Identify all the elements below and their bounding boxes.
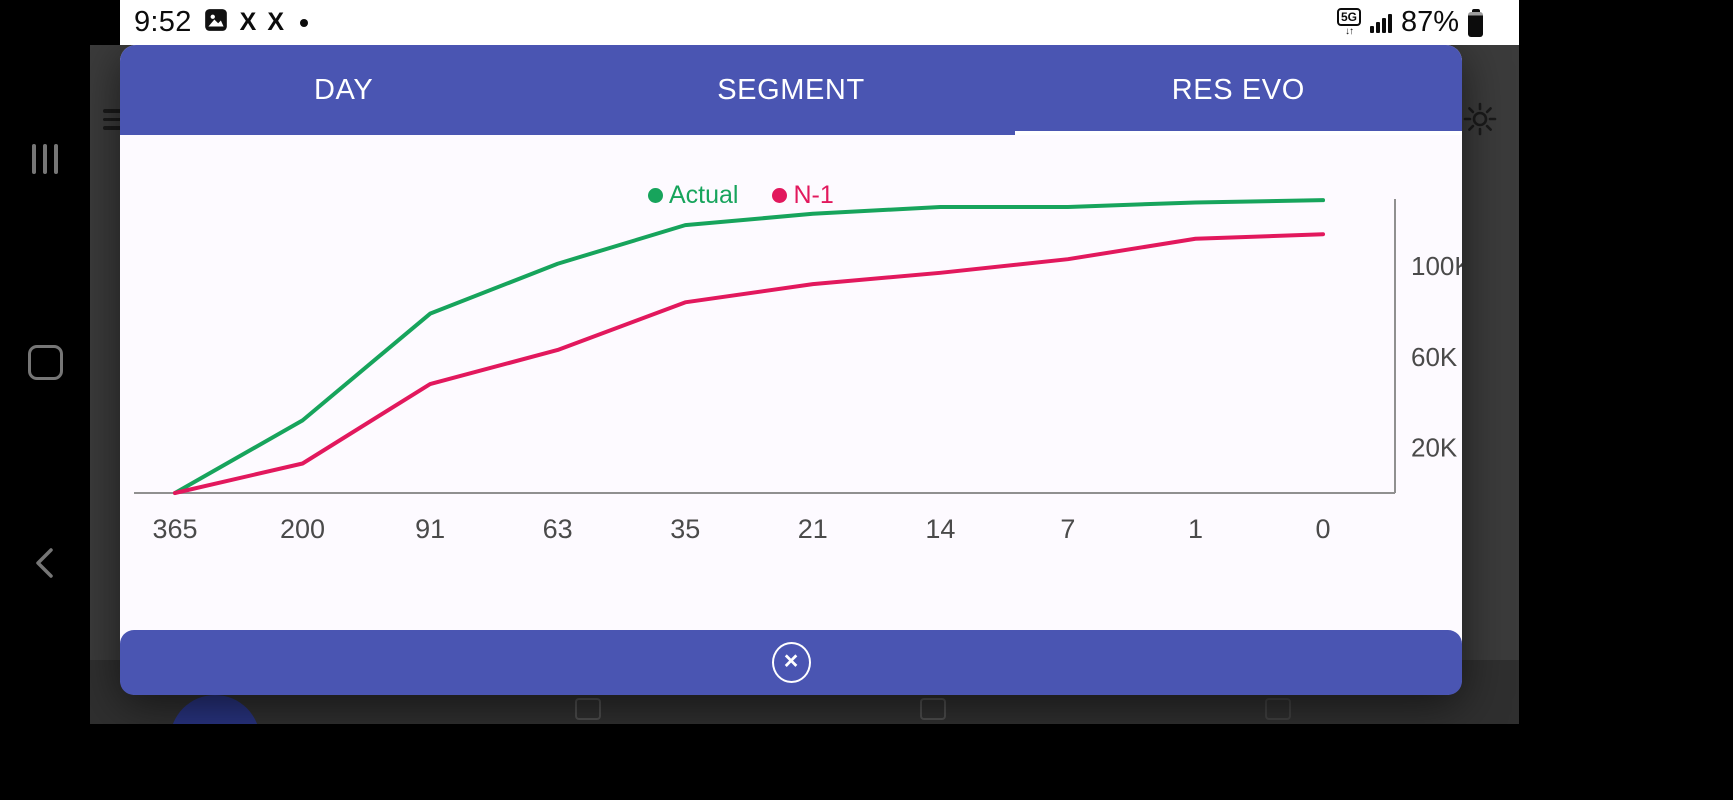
series-line-actual [173, 198, 1326, 495]
home-icon [27, 345, 63, 380]
dialog-tab-bar: DAY SEGMENT RES EVO [120, 45, 1462, 135]
x-app-icon: X [239, 8, 257, 36]
tab-day[interactable]: DAY [314, 73, 374, 106]
x-app-icon: X [267, 8, 285, 36]
close-dialog-button[interactable]: × [771, 642, 811, 683]
chart-dialog: DAY SEGMENT RES EVO 365 200 91 63 35 21 14 7 1 0 1… [120, 45, 1462, 695]
x-tick-label: 14 [925, 514, 955, 544]
legend-dot-actual [648, 188, 663, 203]
legend-dot-n1 [772, 188, 788, 203]
dimmed-fab [170, 695, 260, 724]
x-tick-label: 365 [152, 514, 197, 544]
battery-percent: 87% [1400, 6, 1459, 38]
y-tick-label: 100K [1411, 251, 1462, 281]
legend-item-n1: N-1 [772, 181, 834, 210]
x-tick-label: 63 [543, 514, 573, 544]
data-activity-arrows-icon: ↓↑ [1344, 26, 1354, 37]
y-tick-label: 60K [1411, 342, 1458, 372]
dialog-bottom-bar: × [120, 630, 1462, 695]
recents-button[interactable] [0, 144, 90, 174]
clock: 9:52 [134, 6, 192, 38]
battery-icon [1468, 8, 1483, 37]
brightness-settings-icon [1463, 102, 1497, 141]
back-chevron-icon [36, 548, 53, 578]
y-tick-label: 20K [1411, 433, 1458, 463]
dimmed-nav-icon [575, 698, 601, 720]
network-5g-icon: 5G ↓↑ [1336, 8, 1361, 37]
back-button[interactable] [0, 546, 90, 580]
status-bar-right: 5G ↓↑ 87% [1336, 6, 1519, 39]
notification-dot-icon [300, 18, 309, 27]
legend-label-actual: Actual [669, 181, 739, 209]
x-tick-label: 35 [670, 514, 700, 544]
recents-icon [32, 144, 58, 174]
x-tick-label: 91 [415, 514, 445, 544]
menu-icon [103, 109, 125, 130]
x-tick-label: 0 [1316, 514, 1331, 544]
active-tab-underline [1014, 131, 1462, 135]
dimmed-nav-icon [920, 698, 946, 720]
signal-strength-icon [1369, 13, 1392, 33]
x-tick-label: 21 [798, 514, 828, 544]
chart-area: 365 200 91 63 35 21 14 7 1 0 100K 60K 20K Actual N-1 [120, 135, 1462, 630]
series-line-n-1 [173, 232, 1326, 495]
line-chart-svg: 365 200 91 63 35 21 14 7 1 0 100K 60K 20K [134, 198, 1462, 544]
tab-res-evo[interactable]: RES EVO [1171, 73, 1305, 106]
status-bar: 9:52 X X 5G ↓↑ 87% [120, 0, 1519, 45]
home-button[interactable] [0, 345, 90, 380]
legend-item-actual: Actual [648, 181, 738, 210]
gallery-icon [203, 7, 229, 38]
tab-segment[interactable]: SEGMENT [717, 73, 865, 106]
chart-legend: Actual N-1 [648, 181, 834, 210]
x-tick-label: 1 [1188, 514, 1203, 544]
x-tick-label: 200 [280, 514, 325, 544]
status-bar-left: 9:52 X X [120, 6, 309, 39]
close-icon: × [783, 647, 799, 675]
legend-label-n1: N-1 [793, 181, 834, 209]
dimmed-nav-icon [1265, 698, 1291, 720]
x-tick-label: 7 [1060, 514, 1075, 544]
